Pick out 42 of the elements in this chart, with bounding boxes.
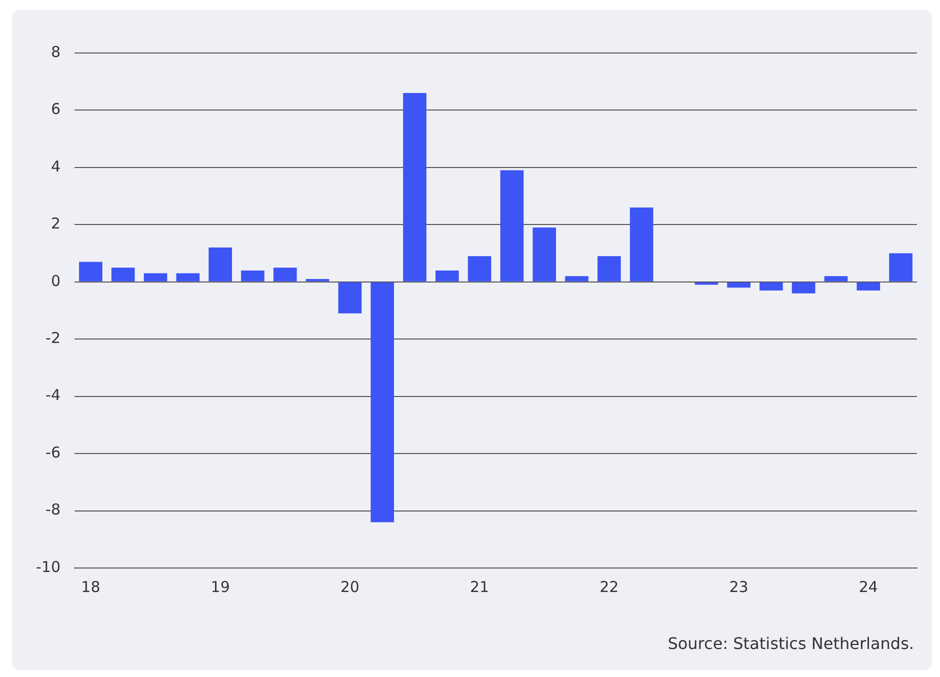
bar [630, 208, 654, 282]
x-tick-label: 21 [470, 578, 490, 596]
bar [111, 268, 135, 282]
x-tick-label: 20 [340, 578, 360, 596]
bar [500, 170, 524, 282]
y-tick-label: 8 [50, 42, 60, 61]
y-tick-label: 4 [50, 157, 60, 176]
y-tick-label: -2 [46, 329, 60, 347]
bar [824, 276, 848, 282]
source-note: Source: Statistics Netherlands. [668, 634, 914, 653]
y-tick-label: -4 [46, 386, 60, 404]
bar [760, 282, 783, 290]
x-tick-label: 23 [729, 578, 748, 596]
bar [370, 282, 394, 522]
bar [565, 276, 588, 282]
bar [273, 268, 297, 282]
bar [598, 256, 621, 282]
y-tick-label: 0 [50, 272, 60, 290]
y-tick-label: 6 [50, 100, 60, 118]
bar [727, 282, 750, 288]
x-tick-label: 24 [858, 578, 878, 596]
y-tick-label: 2 [50, 214, 60, 233]
bar [241, 270, 264, 282]
y-tick-label: -8 [46, 500, 60, 519]
bar [403, 93, 426, 282]
bar [338, 282, 362, 314]
x-tick-label: 18 [81, 578, 100, 596]
x-tick-label: 22 [600, 578, 619, 596]
y-tick-label: -10 [36, 558, 60, 576]
bar [176, 273, 200, 282]
bar [435, 270, 459, 282]
bar [694, 282, 718, 285]
bar [79, 262, 102, 282]
bar [889, 253, 912, 282]
bar [532, 228, 556, 282]
y-tick-label: -6 [46, 443, 60, 462]
bar [468, 256, 492, 282]
bar [144, 273, 168, 282]
bar [856, 282, 880, 290]
x-tick-label: 19 [210, 578, 230, 596]
bar [792, 282, 816, 294]
bar [208, 248, 232, 282]
